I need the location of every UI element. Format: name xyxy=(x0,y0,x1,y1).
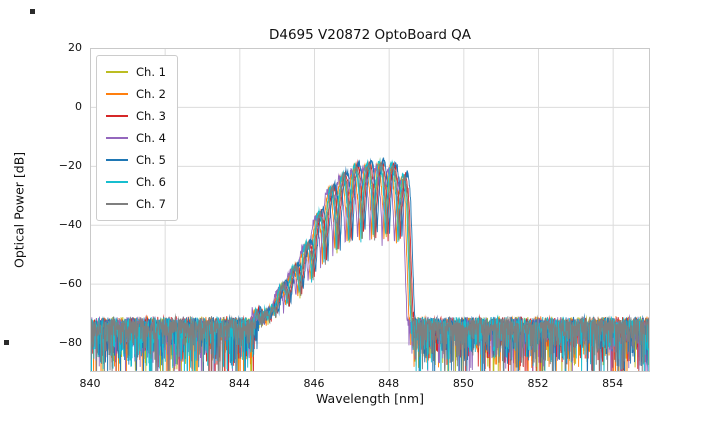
x-axis-label: Wavelength [nm] xyxy=(316,391,424,406)
selection-handle-mark xyxy=(30,9,35,14)
y-tick-label: 20 xyxy=(68,41,82,54)
x-tick-label: 844 xyxy=(228,377,250,390)
legend-label: Ch. 6 xyxy=(136,175,166,189)
legend-line-swatch xyxy=(106,203,128,205)
y-tick-label: −40 xyxy=(58,217,82,231)
legend-line-swatch xyxy=(106,181,128,183)
selection-handle-mark xyxy=(4,340,9,345)
legend-line-swatch xyxy=(106,137,128,139)
legend-item-5: Ch. 5 xyxy=(106,149,166,171)
legend-line-swatch xyxy=(106,115,128,117)
legend-item-4: Ch. 4 xyxy=(106,127,166,149)
chart-title: D4695 V20872 OptoBoard QA xyxy=(268,27,472,43)
legend-item-2: Ch. 2 xyxy=(106,83,166,105)
legend-line-swatch xyxy=(106,93,128,95)
x-tick-label: 848 xyxy=(378,377,400,390)
y-tick-label: −20 xyxy=(58,158,82,172)
y-axis-label: Optical Power [dB] xyxy=(11,151,27,269)
legend-item-6: Ch. 6 xyxy=(106,171,166,193)
legend-line-swatch xyxy=(106,159,128,161)
legend-item-1: Ch. 1 xyxy=(106,61,166,83)
x-tick-label: 840 xyxy=(79,377,101,390)
legend-label: Ch. 2 xyxy=(136,87,166,101)
legend-label: Ch. 1 xyxy=(136,65,166,79)
y-tick-label: 0 xyxy=(75,99,82,113)
legend-label: Ch. 4 xyxy=(136,131,166,145)
legend-item-3: Ch. 3 xyxy=(106,105,166,127)
x-tick-label: 852 xyxy=(527,377,549,390)
y-tick-label: −80 xyxy=(58,335,82,349)
legend-label: Ch. 7 xyxy=(136,197,166,211)
legend-label: Ch. 3 xyxy=(136,109,166,123)
x-tick-label: 854 xyxy=(602,377,624,390)
x-tick-label: 850 xyxy=(452,377,474,390)
x-tick-label: 842 xyxy=(154,377,176,390)
legend-line-swatch xyxy=(106,71,128,73)
y-tick-label: −60 xyxy=(58,276,82,290)
legend-label: Ch. 5 xyxy=(136,153,166,167)
x-tick-label: 846 xyxy=(303,377,325,390)
legend-item-7: Ch. 7 xyxy=(106,193,166,215)
legend: Ch. 1 Ch. 2 Ch. 3 Ch. 4 Ch. 5 Ch. 6 Ch. 7 xyxy=(96,55,178,221)
